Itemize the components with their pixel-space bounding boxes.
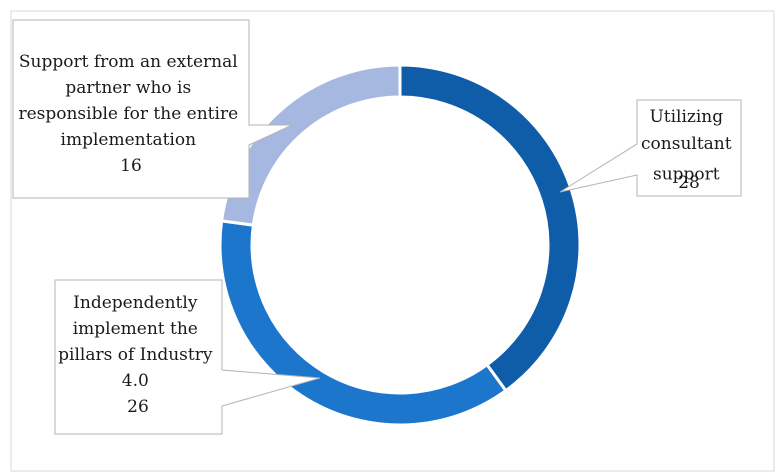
callout-value: 26 <box>127 397 149 417</box>
callout-label: Support from an external partner who is … <box>18 52 243 176</box>
callout-label-line: Support from an external <box>19 52 238 72</box>
callout-label-line: pillars of Industry <box>58 345 213 365</box>
callout-label: Independently implement the pillars of I… <box>58 293 218 417</box>
callout-value: 16 <box>120 156 142 176</box>
callout-box <box>54 279 321 435</box>
callout-independently-implement: Independently implement the pillars of I… <box>54 279 321 435</box>
doughnut-slices <box>218 63 582 427</box>
callout-box <box>559 99 742 197</box>
callout-label-line: implementation <box>61 130 197 150</box>
callout-label-line: responsible for the entire <box>18 104 238 124</box>
callout-label-line: consultant <box>641 134 732 154</box>
callout-box <box>12 19 293 199</box>
callout-label-line: support <box>653 165 720 185</box>
callout-value: 28 <box>678 173 700 193</box>
callout-external-partner: Support from an external partner who is … <box>12 19 293 199</box>
callout-label: Utilizing consultant support 28 <box>641 107 737 193</box>
callout-label-line: implement the <box>73 319 198 339</box>
callout-label-line: 4.0 <box>122 371 149 391</box>
callout-label-line: Independently <box>73 293 198 313</box>
doughnut-slice-2 <box>219 63 402 227</box>
callout-label-line: partner who is <box>65 78 191 98</box>
callout-label-line: Utilizing <box>649 107 723 127</box>
callout-utilizing-consultant: Utilizing consultant support 28 <box>559 99 742 197</box>
